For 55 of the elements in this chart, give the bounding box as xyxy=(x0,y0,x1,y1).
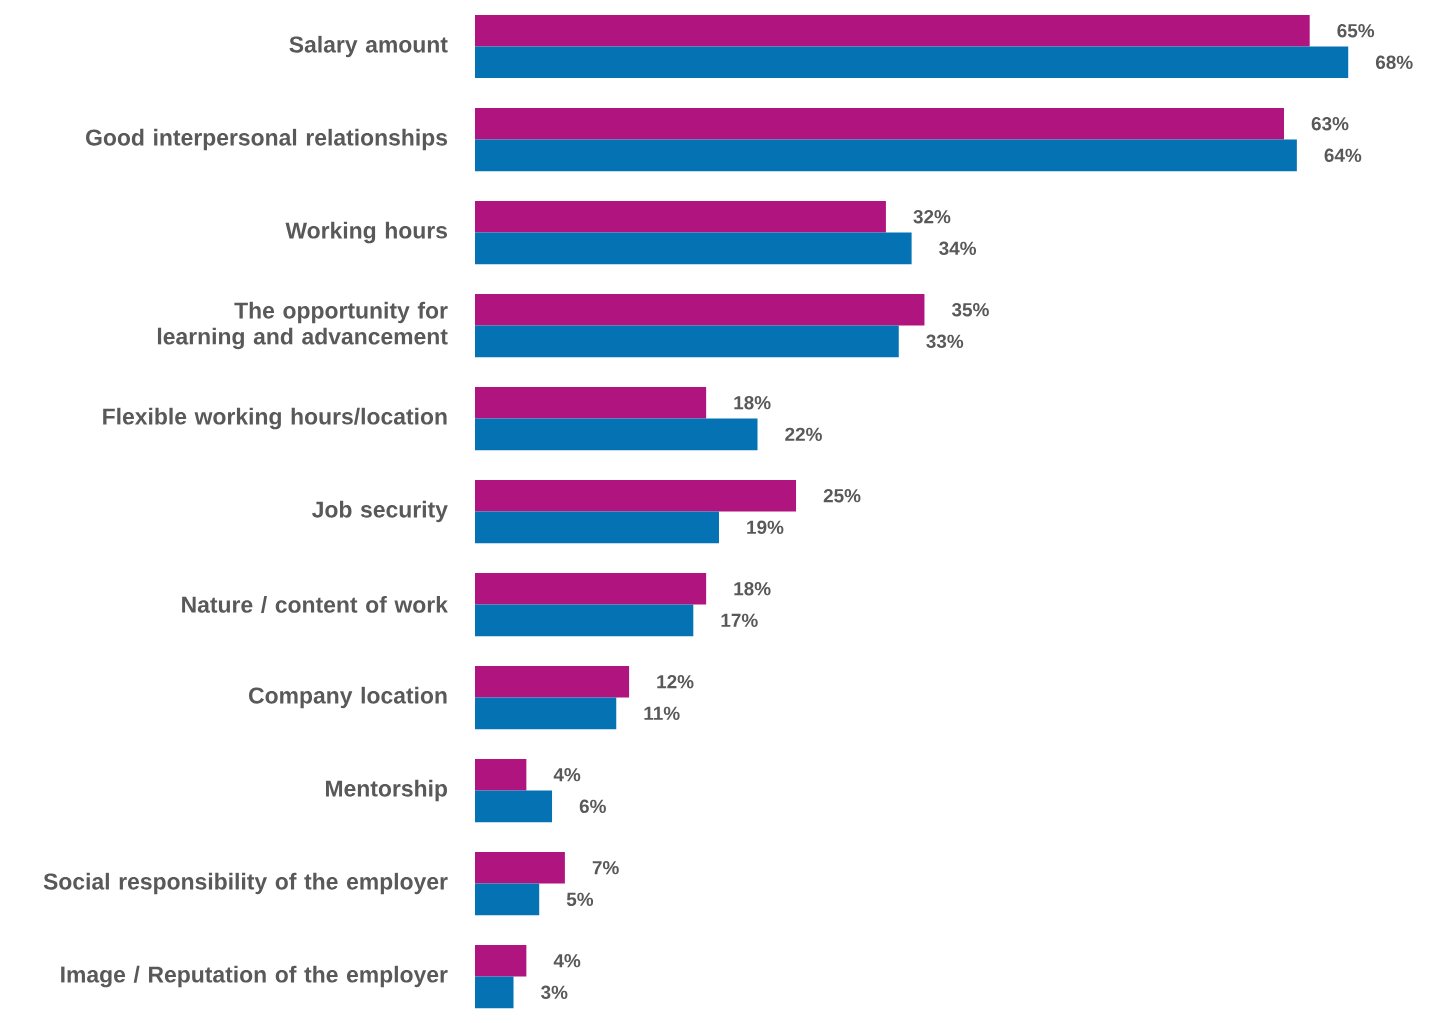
bar xyxy=(475,325,899,358)
data-label: 63% xyxy=(1311,116,1349,131)
data-label: 7% xyxy=(592,861,619,875)
bar xyxy=(475,851,565,884)
y-tick-label: Image / Reputation of the employer xyxy=(61,965,448,988)
data-label: 68% xyxy=(1375,55,1413,70)
data-label: 4% xyxy=(553,768,581,782)
bar xyxy=(475,604,694,637)
y-tick-label: The opportunity for learning and advancement xyxy=(157,301,448,350)
bar xyxy=(475,572,707,605)
data-label: 35% xyxy=(951,302,989,317)
bar xyxy=(475,758,527,791)
bar xyxy=(475,386,707,419)
bar xyxy=(475,790,553,823)
y-tick-label: Salary amount xyxy=(289,35,448,58)
y-tick-label: Working hours xyxy=(285,221,448,244)
bar xyxy=(475,139,1297,172)
bar xyxy=(475,511,719,544)
data-label: 3% xyxy=(541,985,568,1000)
data-label: 32% xyxy=(913,209,951,224)
data-label: 34% xyxy=(939,241,977,256)
bar xyxy=(475,883,540,916)
bar xyxy=(475,200,886,233)
bar xyxy=(475,293,925,326)
data-label: 22% xyxy=(785,427,822,442)
bar xyxy=(475,697,617,730)
bar xyxy=(475,107,1285,140)
bar xyxy=(475,232,912,265)
y-tick-label: Nature / content of work xyxy=(182,595,448,614)
y-tick-label: Flexible working hours/location xyxy=(103,407,447,430)
data-label: 25% xyxy=(823,488,861,503)
data-label: 17% xyxy=(721,613,758,627)
data-label: 4% xyxy=(553,954,581,968)
data-label: 33% xyxy=(926,334,964,349)
bar xyxy=(475,479,797,512)
data-label: 12% xyxy=(657,675,694,689)
data-label: 65% xyxy=(1337,23,1375,38)
bar xyxy=(475,976,514,1009)
data-label: 18% xyxy=(734,582,771,596)
bar xyxy=(475,418,758,451)
y-tick-label: Company location xyxy=(249,686,447,709)
bar xyxy=(475,665,630,698)
data-label: 19% xyxy=(747,520,784,535)
data-label: 64% xyxy=(1324,148,1362,163)
data-label: 11% xyxy=(644,706,680,720)
bar xyxy=(475,14,1310,47)
y-tick-label: Social responsibility of the employer xyxy=(43,872,448,895)
bar xyxy=(475,46,1349,79)
data-label: 6% xyxy=(579,799,606,814)
y-tick-label: Mentorship xyxy=(326,779,448,802)
data-label: 18% xyxy=(734,395,771,410)
y-tick-label: Good interpersonal relationships xyxy=(86,128,448,151)
data-label: 5% xyxy=(566,892,594,906)
bar xyxy=(475,944,527,977)
y-tick-label: Job security xyxy=(312,500,448,523)
